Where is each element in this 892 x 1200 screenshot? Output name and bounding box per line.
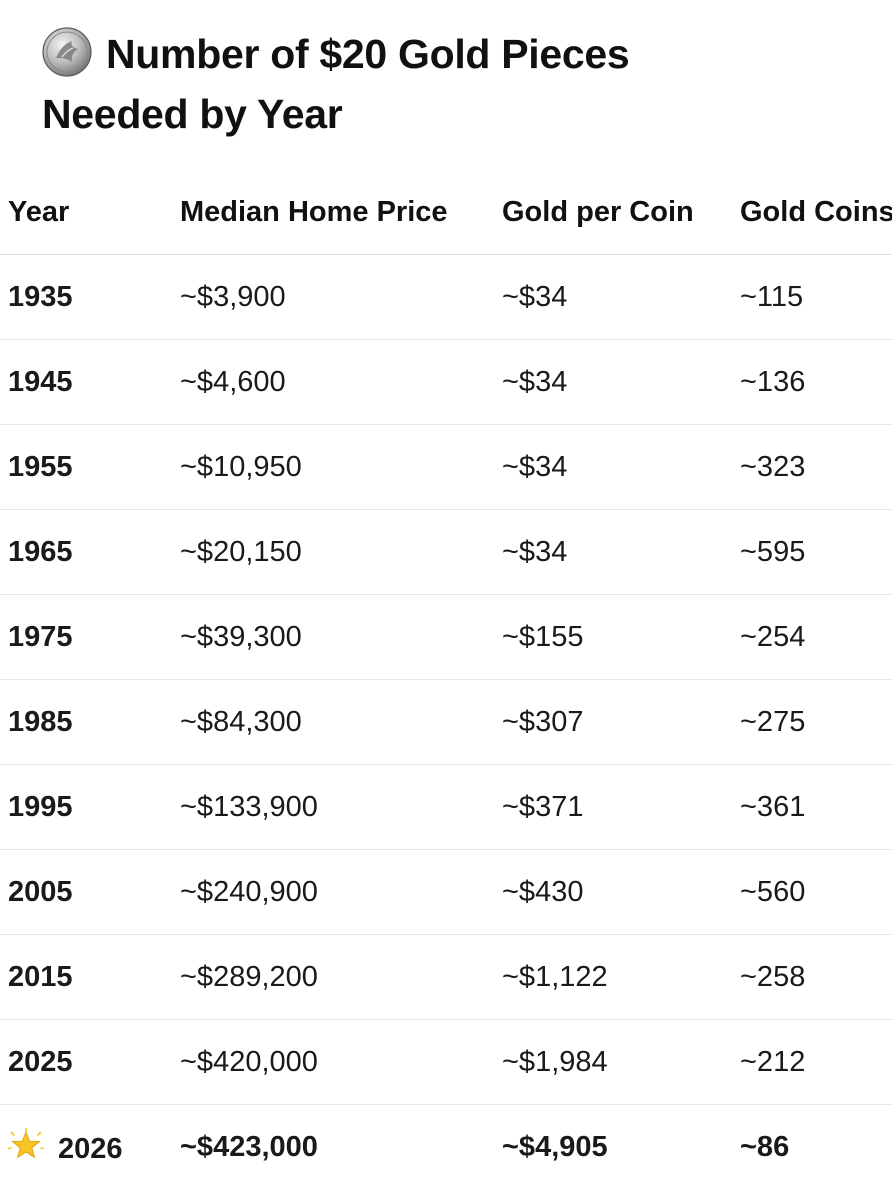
cell-median-home-price: ~$84,300 (172, 679, 494, 765)
cell-year: 1945 (0, 339, 172, 425)
gold-coins-table: Year Median Home Price Gold per Coin Gol… (0, 170, 892, 1189)
cell-gold-coins: ~254 (732, 594, 892, 680)
table-row: 1975 ~$39,300 ~$155 ~254 (0, 594, 892, 680)
cell-gold-coins: ~560 (732, 849, 892, 935)
table-row-highlight: 2026 ~$423,000 ~$4,905 ~86 (0, 1105, 892, 1190)
cell-gold-coins: ~212 (732, 1019, 892, 1105)
table-row: 2005 ~$240,900 ~$430 ~560 (0, 849, 892, 935)
cell-gold-per-coin: ~$1,122 (494, 934, 732, 1020)
cell-median-home-price: ~$39,300 (172, 594, 494, 680)
title-text-line-2: Needed by Year (42, 91, 343, 137)
header-gold-coins: Gold Coins (732, 170, 892, 255)
cell-gold-coins: ~258 (732, 934, 892, 1020)
title-line-2: Needed by Year (42, 84, 802, 144)
cell-year: 2015 (0, 934, 172, 1020)
cell-gold-coins: ~361 (732, 764, 892, 850)
cell-median-home-price: ~$240,900 (172, 849, 494, 935)
cell-gold-per-coin: ~$1,984 (494, 1019, 732, 1105)
star-icon (8, 1128, 44, 1159)
cell-year: 2025 (0, 1019, 172, 1105)
cell-median-home-price: ~$289,200 (172, 934, 494, 1020)
cell-gold-per-coin: ~$430 (494, 849, 732, 935)
cell-median-home-price: ~$20,150 (172, 509, 494, 595)
cell-year-text: 2026 (58, 1133, 123, 1165)
cell-year: 1975 (0, 594, 172, 680)
coin-icon (42, 27, 92, 77)
page-title: Number of $20 Gold Pieces Needed by Year (42, 24, 802, 144)
cell-gold-coins: ~115 (732, 254, 892, 340)
cell-gold-per-coin: ~$34 (494, 254, 732, 340)
cell-year: 1965 (0, 509, 172, 595)
table-row: 1955 ~$10,950 ~$34 ~323 (0, 424, 892, 510)
cell-gold-coins: ~86 (740, 1130, 790, 1163)
title-line-1: Number of $20 Gold Pieces (42, 24, 802, 84)
cell-gold-per-coin: ~$307 (494, 679, 732, 765)
table-row: 2025 ~$420,000 ~$1,984 ~212 (0, 1019, 892, 1105)
table-row: 2015 ~$289,200 ~$1,122 ~258 (0, 934, 892, 1020)
table-row: 1965 ~$20,150 ~$34 ~595 (0, 509, 892, 595)
header-year: Year (0, 170, 172, 255)
cell-gold-coins: ~595 (732, 509, 892, 595)
cell-gold-per-coin: ~$155 (494, 594, 732, 680)
cell-year: 2005 (0, 849, 172, 935)
table-row: 1985 ~$84,300 ~$307 ~275 (0, 679, 892, 765)
header-gold-per-coin: Gold per Coin (494, 170, 732, 255)
cell-median-home-price: ~$3,900 (172, 254, 494, 340)
cell-gold-per-coin: ~$371 (494, 764, 732, 850)
header-median-home-price: Median Home Price (172, 170, 494, 255)
cell-gold-per-coin: ~$34 (494, 509, 732, 595)
table-row: 1935 ~$3,900 ~$34 ~115 (0, 254, 892, 340)
cell-gold-per-coin: ~$4,905 (502, 1130, 608, 1163)
cell-median-home-price: ~$4,600 (172, 339, 494, 425)
cell-gold-coins: ~323 (732, 424, 892, 510)
cell-gold-coins: ~275 (732, 679, 892, 765)
cell-gold-per-coin: ~$34 (494, 339, 732, 425)
cell-median-home-price: ~$133,900 (172, 764, 494, 850)
cell-median-home-price: ~$423,000 (180, 1130, 318, 1163)
cell-gold-coins: ~136 (732, 339, 892, 425)
table-row: 1995 ~$133,900 ~$371 ~361 (0, 764, 892, 850)
cell-year: 1955 (0, 424, 172, 510)
cell-median-home-price: ~$10,950 (172, 424, 494, 510)
cell-gold-per-coin: ~$34 (494, 424, 732, 510)
cell-year: 1935 (0, 254, 172, 340)
cell-year: 2026 (0, 1105, 172, 1190)
cell-year: 1985 (0, 679, 172, 765)
title-text-line-1: Number of $20 Gold Pieces (106, 31, 630, 77)
table-header-row: Year Median Home Price Gold per Coin Gol… (0, 170, 892, 255)
cell-median-home-price: ~$420,000 (172, 1019, 494, 1105)
cell-year: 1995 (0, 764, 172, 850)
table-row: 1945 ~$4,600 ~$34 ~136 (0, 339, 892, 425)
